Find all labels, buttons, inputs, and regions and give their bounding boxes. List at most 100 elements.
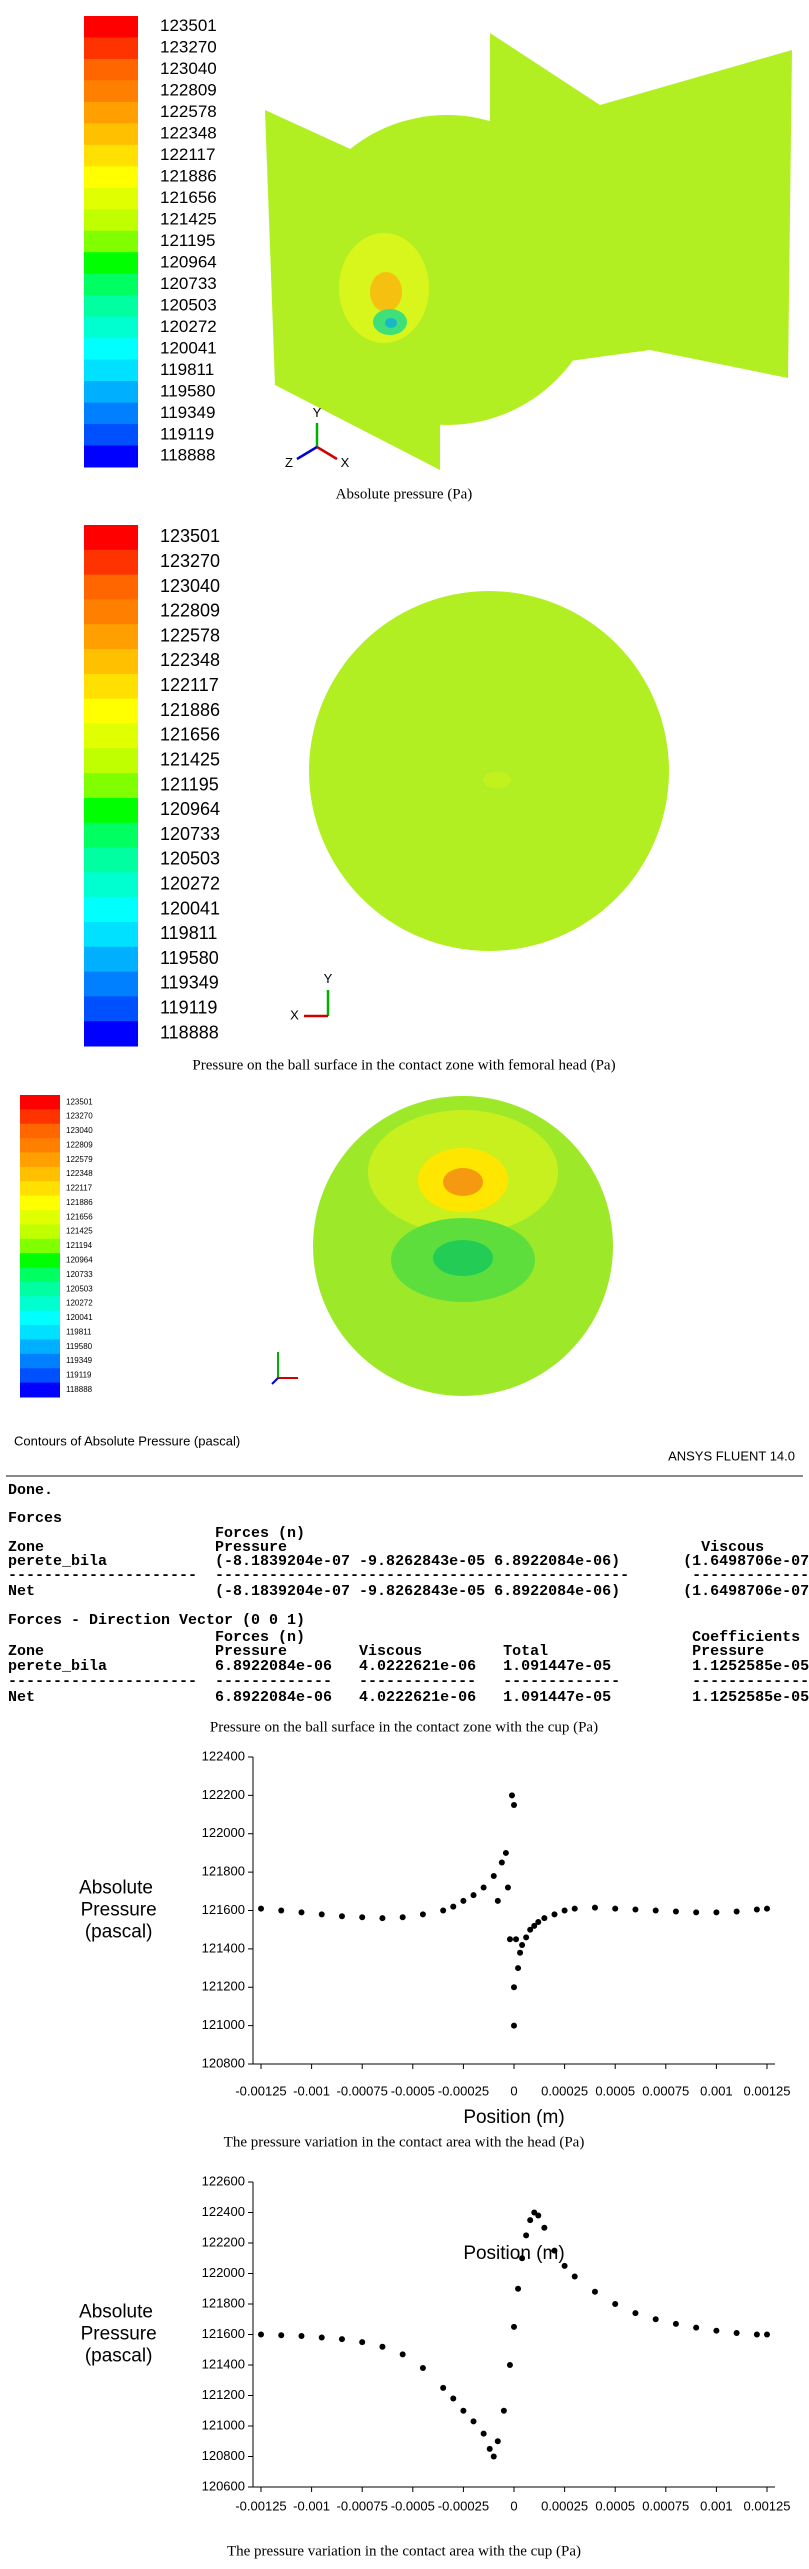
data-point	[652, 2316, 659, 2323]
data-point	[440, 1907, 447, 1914]
console-line: perete_bila (-8.1839204e-07 -9.8262843e-…	[8, 1553, 809, 1570]
plate-model	[265, 33, 792, 470]
x-tick-label: 0.00125	[744, 2498, 791, 2513]
data-point	[399, 1914, 406, 1921]
legend-label: 121886	[160, 700, 220, 720]
data-point	[733, 2329, 740, 2336]
y-tick-label: 121800	[202, 2295, 245, 2310]
axis-arrow	[296, 445, 318, 461]
data-point	[338, 2336, 345, 2343]
data-point	[490, 1872, 497, 1879]
legend-label: 121886	[66, 1198, 93, 1207]
ball-femoral	[309, 591, 669, 951]
legend-label: 120964	[160, 799, 220, 819]
data-point	[591, 2288, 598, 2295]
console-line: Forces (n)	[8, 1525, 305, 1542]
legend-label: 120733	[160, 274, 217, 293]
legend-label: 123501	[160, 526, 220, 546]
legend-swatch	[84, 549, 138, 576]
legend-label: 121656	[160, 188, 217, 207]
legend-label: 118888	[160, 1022, 219, 1042]
legend-label: 120272	[66, 1299, 93, 1308]
legend-label: 119349	[160, 973, 219, 993]
legend-swatch	[84, 797, 138, 824]
legend-label: 121886	[160, 167, 217, 186]
legend-swatch	[84, 599, 138, 625]
x-tick-label: 0.001	[700, 2498, 733, 2513]
axis-arrow	[316, 445, 338, 461]
legend-swatch	[84, 946, 138, 973]
legend-swatch	[84, 673, 138, 700]
legend-swatch	[84, 574, 138, 600]
data-point	[652, 1907, 659, 1914]
y-tick-label: 122200	[202, 2234, 245, 2249]
legend-label: 123501	[160, 16, 217, 35]
legend-swatch	[84, 166, 138, 189]
data-point	[561, 1907, 568, 1914]
legend-label: 119811	[160, 923, 217, 943]
legend-swatch	[20, 1267, 60, 1283]
legend-swatch	[84, 773, 138, 799]
legend-swatch	[84, 58, 138, 81]
legend-swatch	[20, 1353, 60, 1369]
legend-label: 122579	[66, 1155, 93, 1164]
data-point	[419, 2365, 426, 2372]
y-tick-label: 121600	[202, 1902, 245, 1917]
data-point	[561, 2262, 568, 2269]
x-tick-label: 0	[510, 2083, 517, 2098]
legend-swatch	[20, 1152, 60, 1168]
legend-label: 123270	[160, 551, 220, 571]
axis-letter: Y	[313, 405, 322, 420]
data-point	[450, 1903, 457, 1910]
data-point	[764, 1905, 770, 1912]
legend-swatch	[20, 1382, 60, 1398]
legend-label: 123040	[66, 1126, 93, 1135]
data-point	[494, 1897, 501, 1904]
x-tick-label: 0.001	[700, 2083, 733, 2098]
legend-label: 119580	[160, 948, 219, 968]
y-tick-label: 120800	[202, 2448, 245, 2463]
data-point	[511, 2323, 517, 2330]
legend-label: 122117	[66, 1184, 93, 1193]
legend-swatch	[20, 1181, 60, 1197]
data-point	[513, 1936, 520, 1943]
data-point	[379, 1915, 386, 1922]
legend-label: 120041	[160, 338, 217, 357]
data-point	[450, 2395, 457, 2402]
console-line: Zone Pressure Viscous	[8, 1539, 764, 1556]
legend-swatch	[20, 1368, 60, 1384]
x-tick-label: 0.00025	[541, 2498, 588, 2513]
legend-swatch	[84, 996, 138, 1022]
console-line: --------------------- ------------- ----…	[8, 1673, 809, 1690]
legend-swatch	[84, 273, 138, 296]
x-tick-label: -0.00125	[235, 2498, 286, 2513]
legend-swatch	[84, 123, 138, 146]
x-tick-label: 0	[510, 2498, 517, 2513]
caption: The pressure variation in the contact ar…	[227, 2543, 581, 2559]
x-tick-label: -0.00125	[235, 2083, 286, 2098]
legend-label: 123040	[160, 576, 220, 596]
console-line: perete_bila 6.8922084e-06 4.0222621e-06 …	[8, 1658, 809, 1675]
legend-label: 122578	[160, 102, 217, 121]
legend-label: 122578	[160, 625, 220, 645]
data-point	[632, 1906, 639, 1913]
data-point	[523, 2232, 530, 2239]
legend-label: 121425	[66, 1227, 93, 1236]
legend-swatch	[84, 897, 138, 923]
x-axis-label: Position (m)	[463, 2107, 564, 2128]
data-point	[693, 1909, 700, 1916]
x-tick-label: 0.00075	[642, 2083, 689, 2098]
legend-swatch	[84, 16, 138, 38]
console-line: Net (-8.1839204e-07 -9.8262843e-05 6.892…	[8, 1583, 809, 1600]
legend-label: 120964	[160, 252, 217, 271]
data-point	[318, 2334, 325, 2341]
legend-swatch	[20, 1210, 60, 1225]
console-line: Zone Pressure Viscous Total Pressure	[8, 1643, 764, 1660]
data-point	[519, 2255, 526, 2262]
legend-swatch	[84, 723, 138, 749]
legend-label: 119349	[160, 403, 215, 422]
y-axis-label: Absolute Pressure (pascal)	[75, 1878, 156, 1943]
legend-label: 120503	[160, 295, 217, 314]
console-line: Forces (n) Coefficients	[8, 1629, 800, 1646]
